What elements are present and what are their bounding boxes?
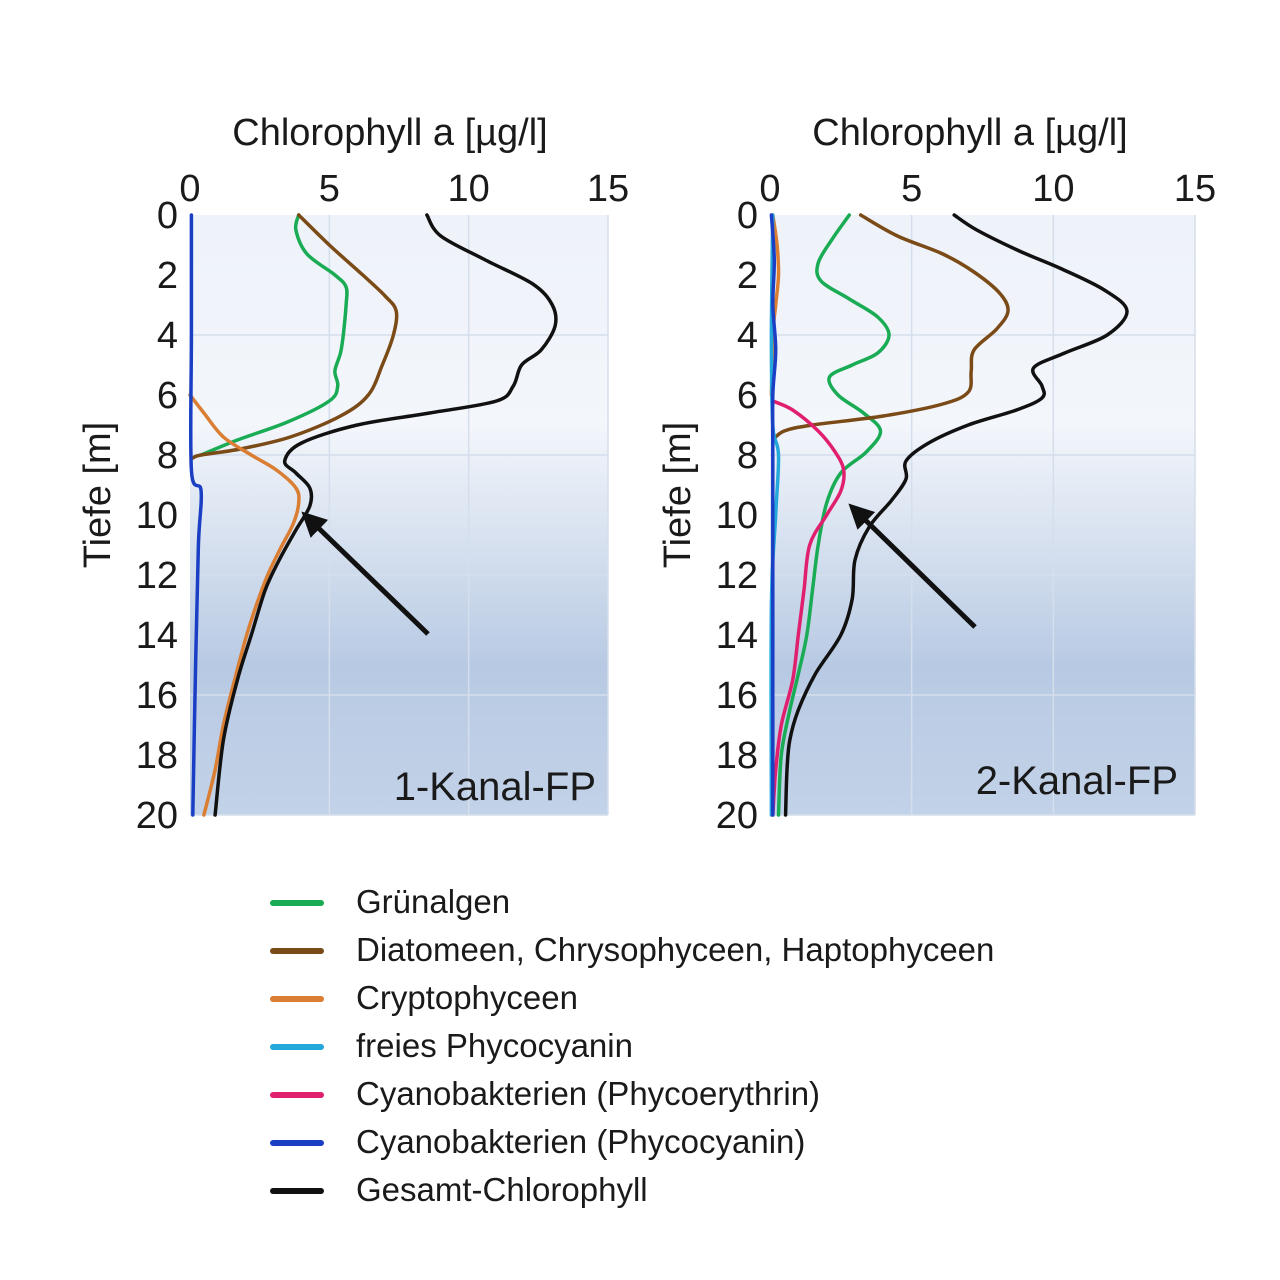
y-tick-label: 6: [157, 375, 178, 417]
y-tick-label: 10: [136, 495, 178, 537]
y-tick-label: 8: [737, 435, 758, 477]
x-tick-label: 5: [901, 168, 922, 210]
series-line-cyanobakterien-phycoerythrin: [771, 399, 846, 817]
legend-label: freies Phycocyanin: [356, 1027, 633, 1064]
chart-panel-1kanal: Chlorophyll a [µg/l] Tiefe [m] 0 5 10 15 0 2…: [77, 112, 629, 837]
x-tick-label: 0: [179, 168, 200, 210]
series-line-grunalgen: [776, 213, 891, 817]
legend-swatch: [270, 1044, 324, 1050]
x-tick-label: 15: [587, 168, 629, 210]
legend-swatch: [270, 900, 324, 906]
y-tick-label: 10: [716, 495, 758, 537]
y-tick-label: 4: [737, 315, 758, 357]
grid-lines: [770, 215, 1196, 816]
legend-label: Diatomeen, Chrysophyceen, Haptophyceen: [356, 931, 995, 968]
y-tick-label: 20: [136, 795, 178, 837]
series-line-gesamt-chlorophyll: [783, 213, 1129, 817]
y-tick-label: 14: [716, 615, 758, 657]
y-axis-label: Tiefe [m]: [77, 422, 119, 568]
legend-label: Cryptophyceen: [356, 979, 578, 1016]
x-axis-label: Chlorophyll a [µg/l]: [812, 112, 1128, 154]
series-line-gesamt-chlorophyll: [213, 213, 558, 817]
annotation-arrow: [848, 503, 977, 629]
series-lines: [769, 213, 1129, 817]
legend-label: Cyanobakterien (Phycoerythrin): [356, 1075, 821, 1112]
series-lines: [188, 213, 558, 817]
series-line-diatomeen-chrysophyceen-haptophyceen: [771, 213, 1010, 442]
legend-label: Grünalgen: [356, 883, 511, 920]
y-tick-label: 20: [716, 795, 758, 837]
legend-swatch: [270, 1092, 324, 1098]
y-tick-label: 12: [716, 555, 758, 597]
grid-lines: [190, 215, 609, 816]
y-tick-label: 2: [737, 255, 758, 297]
plot-background: [770, 215, 1195, 815]
y-tick-label: 2: [157, 255, 178, 297]
y-tick-label: 14: [136, 615, 178, 657]
annotation-arrow: [301, 511, 430, 636]
y-tick-labels: 0 2 4 6 8 10 12 14 16 18 20: [136, 195, 178, 837]
y-tick-label: 4: [157, 315, 178, 357]
x-axis-label: Chlorophyll a [µg/l]: [232, 112, 548, 154]
y-tick-label: 18: [716, 735, 758, 777]
series-line-grunalgen: [199, 213, 349, 457]
x-tick-label: 5: [319, 168, 340, 210]
series-line-cryptophyceen: [188, 393, 301, 817]
y-tick-label: 16: [136, 675, 178, 717]
panel-label: 1-Kanal-FP: [394, 765, 596, 809]
chart-panel-2kanal: Chlorophyll a [µg/l] Tiefe [m] 0 5 10 15 0 2…: [657, 112, 1216, 837]
plot-background: [190, 215, 608, 815]
x-tick-labels: 0 5 10 15: [179, 168, 629, 210]
x-tick-label: 10: [448, 168, 490, 210]
y-tick-label: 0: [157, 195, 178, 237]
legend-swatch: [270, 996, 324, 1002]
y-tick-label: 6: [737, 375, 758, 417]
x-tick-label: 0: [759, 168, 780, 210]
series-line-cyanobakterien-phycocyanin: [188, 213, 204, 817]
y-tick-label: 18: [136, 735, 178, 777]
legend-swatch: [270, 1140, 324, 1146]
x-tick-labels: 0 5 10 15: [759, 168, 1216, 210]
legend-label: Gesamt-Chlorophyll: [356, 1171, 648, 1208]
series-line-cyanobakterien-phycocyanin: [769, 213, 778, 817]
x-tick-label: 10: [1032, 168, 1074, 210]
y-axis-label: Tiefe [m]: [657, 422, 699, 568]
legend-swatch: [270, 948, 324, 954]
legend-label: Cyanobakterien (Phycocyanin): [356, 1123, 806, 1160]
y-tick-label: 12: [136, 555, 178, 597]
y-tick-label: 0: [737, 195, 758, 237]
legend-swatch: [270, 1188, 324, 1194]
y-tick-label: 16: [716, 675, 758, 717]
panel-label: 2-Kanal-FP: [976, 759, 1178, 803]
x-tick-label: 15: [1174, 168, 1216, 210]
y-tick-label: 8: [157, 435, 178, 477]
y-tick-labels: 0 2 4 6 8 10 12 14 16 18 20: [716, 195, 758, 837]
